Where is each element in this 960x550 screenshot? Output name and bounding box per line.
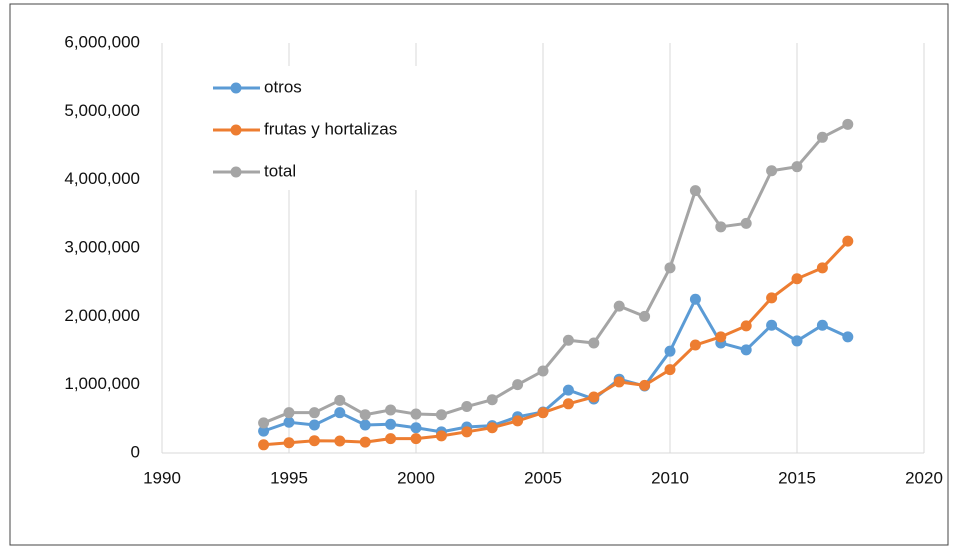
legend-marker xyxy=(230,124,242,136)
data-point xyxy=(334,435,346,447)
data-point xyxy=(613,376,625,388)
data-point xyxy=(334,394,346,406)
data-point xyxy=(308,435,320,447)
data-point xyxy=(664,364,676,376)
data-point xyxy=(308,407,320,419)
x-tick-label: 2020 xyxy=(905,468,943,487)
data-point xyxy=(791,335,803,347)
data-point xyxy=(385,418,397,430)
data-point xyxy=(410,433,422,445)
data-point xyxy=(258,425,270,437)
data-point xyxy=(842,118,854,130)
data-point xyxy=(461,426,473,438)
data-point xyxy=(715,331,727,343)
y-tick-label: 0 xyxy=(131,442,140,461)
legend-label: total xyxy=(264,161,296,180)
data-point xyxy=(816,262,828,274)
x-tick-label: 2015 xyxy=(778,468,816,487)
data-point xyxy=(588,391,600,403)
y-tick-label: 4,000,000 xyxy=(64,169,140,188)
data-point xyxy=(791,273,803,285)
data-point xyxy=(842,235,854,247)
data-point xyxy=(664,262,676,274)
data-point xyxy=(766,319,778,331)
data-point xyxy=(562,384,574,396)
x-tick-label: 2000 xyxy=(397,468,435,487)
data-point xyxy=(689,185,701,197)
data-point xyxy=(562,398,574,410)
data-point xyxy=(740,217,752,229)
data-point xyxy=(385,433,397,445)
data-point xyxy=(283,416,295,428)
data-point xyxy=(639,379,651,391)
data-point xyxy=(639,310,651,322)
data-point xyxy=(258,439,270,451)
data-point xyxy=(816,131,828,143)
data-point xyxy=(562,334,574,346)
data-point xyxy=(512,415,524,427)
data-point xyxy=(766,165,778,177)
data-point xyxy=(537,407,549,419)
y-tick-label: 2,000,000 xyxy=(64,306,140,325)
data-point xyxy=(689,339,701,351)
data-point xyxy=(486,394,498,406)
data-point xyxy=(359,419,371,431)
data-point xyxy=(308,419,320,431)
data-point xyxy=(537,365,549,377)
data-point xyxy=(715,221,727,233)
data-point xyxy=(359,436,371,448)
y-tick-label: 5,000,000 xyxy=(64,101,140,120)
data-point xyxy=(385,404,397,416)
data-point xyxy=(258,417,270,429)
data-point xyxy=(512,379,524,391)
data-point xyxy=(435,409,447,421)
data-point xyxy=(359,409,371,421)
data-point xyxy=(740,320,752,332)
y-tick-label: 3,000,000 xyxy=(64,237,140,256)
y-tick-label: 1,000,000 xyxy=(64,374,140,393)
x-tick-label: 1995 xyxy=(270,468,308,487)
data-point xyxy=(283,407,295,419)
legend-label: frutas y hortalizas xyxy=(264,119,397,138)
legend-marker xyxy=(230,166,242,178)
data-point xyxy=(689,293,701,305)
data-point xyxy=(486,422,498,434)
x-tick-label: 2010 xyxy=(651,468,689,487)
data-point xyxy=(613,300,625,312)
data-point xyxy=(461,401,473,413)
data-point xyxy=(334,407,346,419)
data-point xyxy=(664,345,676,357)
legend-label: otros xyxy=(264,77,302,96)
data-point xyxy=(410,422,422,434)
x-tick-label: 1990 xyxy=(143,468,181,487)
data-point xyxy=(283,437,295,449)
x-tick-label: 2005 xyxy=(524,468,562,487)
legend-marker xyxy=(230,82,242,94)
data-point xyxy=(791,161,803,173)
data-point xyxy=(740,344,752,356)
data-point xyxy=(435,430,447,442)
data-point xyxy=(766,292,778,304)
data-point xyxy=(842,331,854,343)
y-tick-label: 6,000,000 xyxy=(64,32,140,51)
data-point xyxy=(410,408,422,420)
data-point xyxy=(816,319,828,331)
data-point xyxy=(588,337,600,349)
